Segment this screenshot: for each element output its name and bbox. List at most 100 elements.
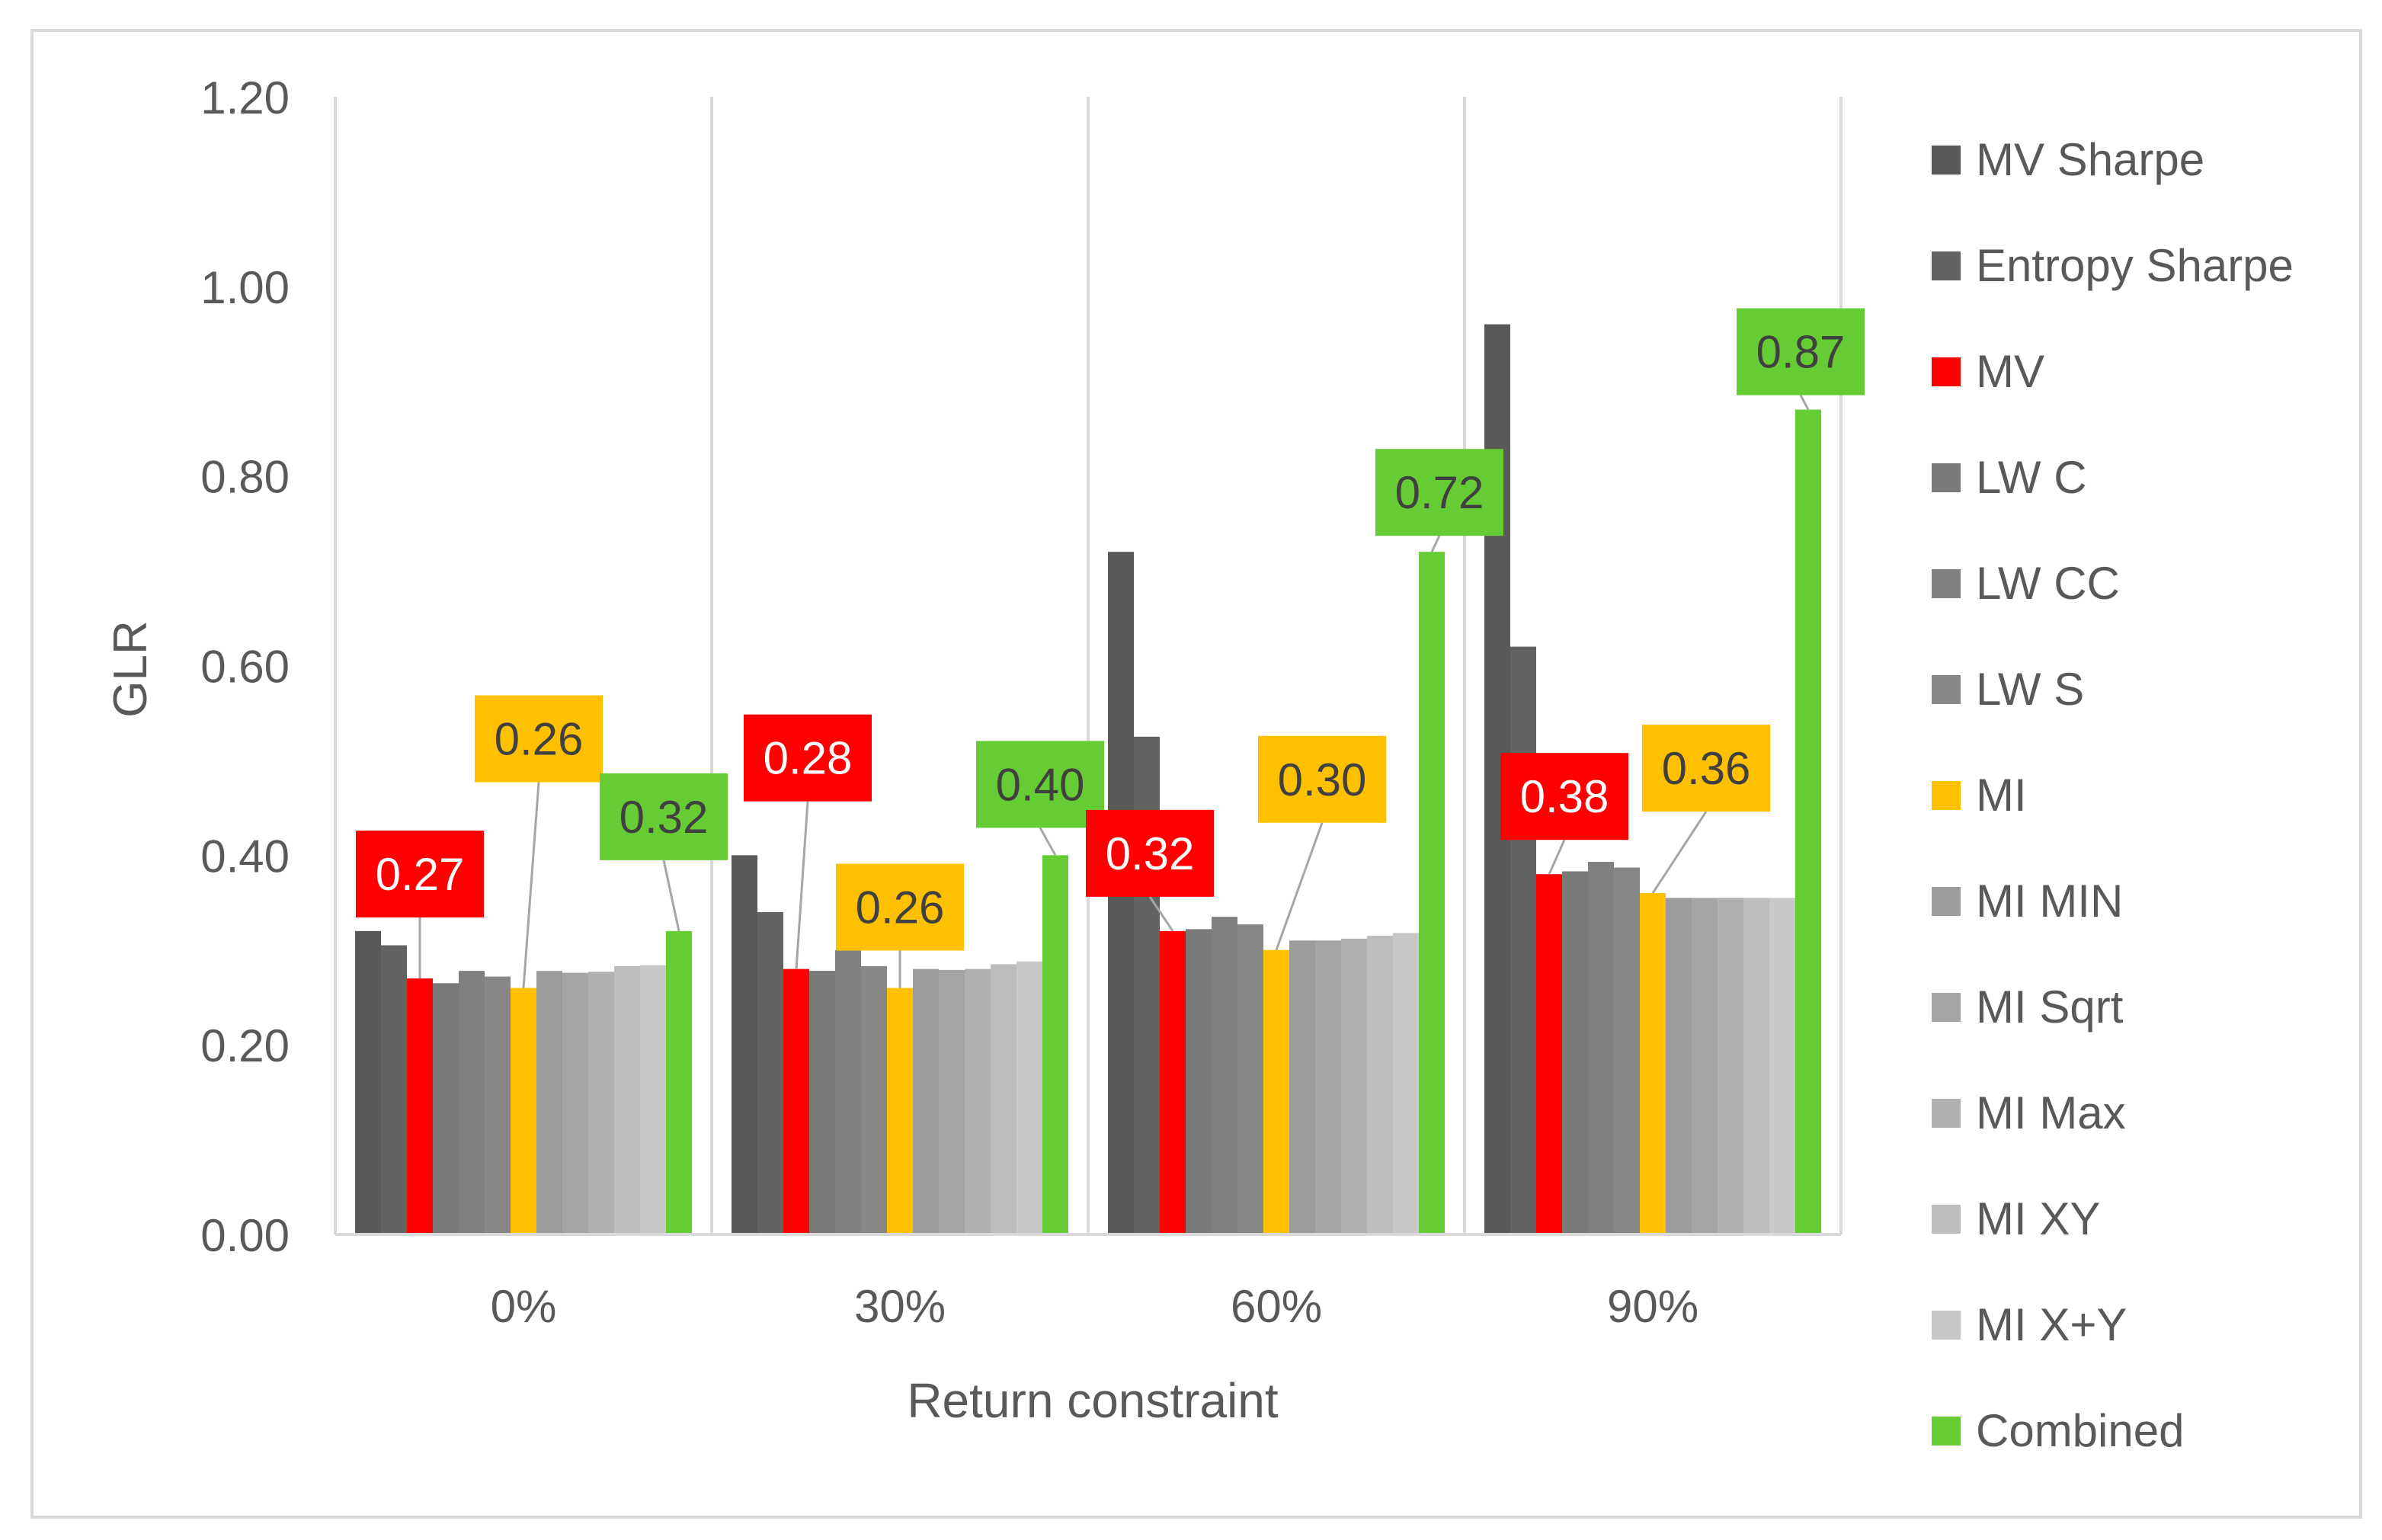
legend-item: MI — [1932, 742, 2294, 848]
y-tick-label: 0.00 — [200, 1210, 290, 1261]
legend-label: MI — [1976, 770, 2027, 821]
bar-combined — [1042, 855, 1068, 1234]
legend-item: MI Max — [1932, 1060, 2294, 1166]
bar-mi — [1640, 893, 1666, 1234]
grid-layer — [334, 97, 1843, 1234]
bar-mi-sqrt — [1315, 940, 1341, 1234]
legend-item: LW C — [1932, 424, 2294, 530]
y-tick-label: 1.00 — [200, 262, 290, 313]
y-axis-title: GLR — [104, 620, 157, 717]
bar-lw-cc — [1212, 917, 1237, 1234]
data-label: 0.28 — [764, 733, 853, 784]
bar-combined — [1419, 552, 1445, 1234]
bar-mi-x-y — [1393, 933, 1419, 1234]
x-axis-title: Return constraint — [907, 1373, 1279, 1428]
data-label: 0.38 — [1520, 771, 1609, 822]
bar-lw-c — [1562, 871, 1588, 1234]
leader-line — [1275, 822, 1324, 951]
leader-line — [1039, 827, 1057, 856]
bar-lw-s — [1614, 867, 1640, 1234]
legend-label: LW CC — [1976, 558, 2120, 609]
legend-item: Combined — [1932, 1378, 2294, 1484]
leader-line — [522, 782, 540, 988]
bar-mi-min — [1289, 940, 1315, 1234]
legend-item: MI X+Y — [1932, 1272, 2294, 1378]
bar-lw-cc — [1588, 862, 1614, 1234]
legend-label: Entropy Sharpe — [1976, 240, 2294, 291]
legend-swatch — [1932, 357, 1961, 386]
data-label-box — [1642, 725, 1770, 812]
bar-mi — [1263, 949, 1289, 1234]
x-tick-label: 0% — [491, 1281, 557, 1332]
bar-mi-min — [536, 971, 562, 1234]
bar-mi-xy — [991, 964, 1017, 1234]
data-label-box — [1086, 809, 1214, 897]
bar-mi-max — [965, 969, 991, 1234]
legend-label: MI Max — [1976, 1087, 2126, 1138]
bar-mi-xy — [1367, 936, 1393, 1234]
axis-layer: 0.00 0.20 0.40 0.60 0.80 1.00 1.20 0% 30% 60% 90% — [200, 72, 1841, 1332]
data-label: 0.27 — [376, 849, 465, 900]
bar-mi-sqrt — [939, 969, 965, 1234]
legend-swatch — [1932, 1204, 1961, 1234]
legend-swatch — [1932, 674, 1961, 704]
legend-swatch — [1932, 780, 1961, 810]
y-tick-label: 0.80 — [200, 452, 290, 503]
bar-lw-cc — [835, 949, 861, 1234]
data-label-box — [1737, 308, 1865, 395]
leader-line — [1799, 394, 1810, 411]
legend-item: MI XY — [1932, 1166, 2294, 1272]
bar-mv — [783, 969, 809, 1234]
data-label-box — [836, 863, 964, 951]
data-label-box — [1500, 753, 1628, 840]
data-label-box — [1258, 735, 1386, 823]
legend-label: MI Sqrt — [1976, 981, 2124, 1033]
bar-combined — [666, 930, 692, 1234]
legend-swatch — [1932, 886, 1961, 916]
bar-entropy-sharpe — [757, 911, 783, 1234]
data-label-box — [744, 714, 872, 802]
legend-label: MI XY — [1976, 1193, 2101, 1244]
data-label-box — [356, 831, 484, 918]
bar-mi — [511, 988, 536, 1234]
data-label: 0.72 — [1395, 467, 1484, 518]
x-tick-label: 90% — [1607, 1281, 1698, 1332]
data-label: 0.26 — [856, 882, 945, 933]
data-label-box — [600, 773, 728, 860]
leader-line — [1548, 839, 1566, 875]
bar-lw-c — [1186, 929, 1212, 1234]
legend-swatch — [1932, 1310, 1961, 1340]
legend-item: MI MIN — [1932, 848, 2294, 954]
bar-mi-max — [1718, 898, 1743, 1234]
data-label-box — [1375, 449, 1503, 536]
bar-lw-s — [485, 976, 511, 1234]
bar-mi-x-y — [1769, 898, 1795, 1234]
legend-label: Combined — [1976, 1405, 2185, 1456]
bar-lw-c — [433, 983, 459, 1234]
legend-item: LW CC — [1932, 530, 2294, 636]
bar-mi — [887, 988, 913, 1234]
legend-label: LW C — [1976, 452, 2087, 503]
data-label: 0.26 — [495, 714, 584, 765]
legend-item: MV Sharpe — [1932, 107, 2294, 213]
chart-frame — [30, 29, 2362, 1519]
leader-line — [1651, 811, 1708, 894]
legend-label: MI MIN — [1976, 876, 2124, 927]
data-labels: 0.27 0.26 0.32 0.28 0.26 0.40 0.32 0.30 0.72 0.38… — [356, 308, 1865, 951]
bar-mi-sqrt — [562, 972, 588, 1234]
leader-line — [1148, 896, 1174, 932]
legend: MV Sharpe Entropy Sharpe MV LW C LW CC LW S MI… — [1932, 107, 2294, 1484]
data-label: 0.30 — [1278, 754, 1367, 805]
bar-lw-s — [861, 965, 887, 1234]
legend-swatch — [1932, 568, 1961, 598]
data-label: 0.87 — [1756, 327, 1846, 378]
legend-swatch — [1932, 251, 1961, 280]
bar-mi-xy — [614, 965, 640, 1234]
legend-swatch — [1932, 1416, 1961, 1446]
bar-mi-min — [1666, 898, 1692, 1234]
bar-mi-max — [588, 972, 614, 1234]
bar-entropy-sharpe — [1510, 646, 1536, 1234]
data-label: 0.32 — [1106, 828, 1195, 879]
bar-mi-x-y — [1017, 961, 1042, 1234]
